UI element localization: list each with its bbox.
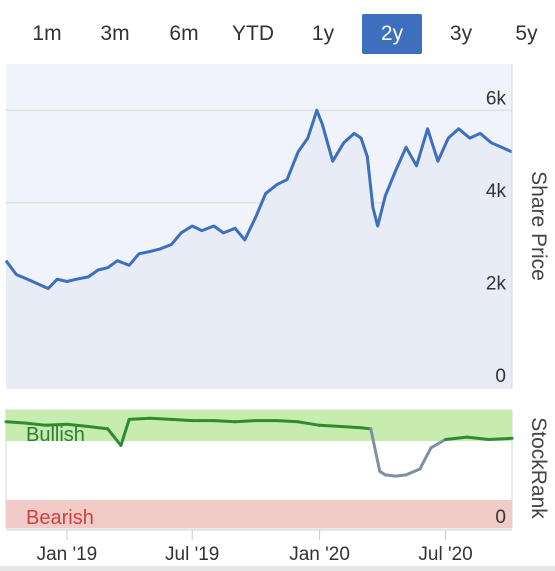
price-series-line bbox=[4, 108, 513, 290]
rank-y-tick-0: 0 bbox=[495, 507, 506, 528]
x-tick-label: Jul '19 bbox=[165, 544, 219, 565]
stockrank-segment bbox=[212, 419, 237, 424]
x-tick-label: Jul '20 bbox=[418, 544, 472, 565]
range-selector: 1m 3m 6m YTD 1y 2y 3y 5y bbox=[0, 0, 555, 64]
navigator-scrollbar[interactable] bbox=[0, 566, 555, 571]
price-y-tick-6k: 6k bbox=[486, 88, 507, 109]
range-button-1m[interactable]: 1m bbox=[32, 22, 62, 45]
stockrank-segment bbox=[86, 425, 110, 431]
stockrank-segment bbox=[318, 423, 343, 428]
stockrank-segment bbox=[4, 420, 27, 425]
x-tick-label: Jan '20 bbox=[289, 544, 350, 565]
stockrank-segment bbox=[23, 421, 47, 427]
stockrank-segment bbox=[429, 438, 447, 450]
stockrank-segment bbox=[233, 419, 258, 424]
stockrank-segment bbox=[394, 473, 408, 478]
stockrank-segment bbox=[169, 417, 194, 423]
stockrank-segment bbox=[369, 427, 382, 473]
stockrank-segment bbox=[383, 473, 398, 478]
bearish-zone bbox=[6, 500, 512, 528]
stockrank-segment bbox=[359, 426, 373, 431]
price-y-tick-4k: 4k bbox=[486, 181, 507, 202]
stockrank-segment bbox=[275, 419, 300, 424]
stockrank-segment bbox=[106, 427, 123, 447]
stockrank-series bbox=[4, 416, 514, 478]
stockrank-segment bbox=[148, 416, 173, 421]
stockrank-segment bbox=[465, 435, 490, 441]
range-button-6m[interactable]: 6m bbox=[169, 22, 199, 45]
stockrank-segment bbox=[127, 416, 152, 421]
bullish-zone-label: Bullish bbox=[26, 424, 85, 446]
stockrank-segment bbox=[404, 467, 422, 477]
stockrank-segment bbox=[339, 425, 363, 430]
price-axis-title: Share Price bbox=[527, 171, 550, 281]
stockrank-segment bbox=[65, 422, 90, 428]
stockrank-segment bbox=[444, 435, 469, 441]
range-button-5y[interactable]: 5y bbox=[515, 22, 538, 45]
range-button-3m[interactable]: 3m bbox=[100, 22, 130, 45]
range-button-1y[interactable]: 1y bbox=[311, 22, 335, 45]
x-tick-label: Jan '19 bbox=[37, 544, 98, 565]
rank-axis-title: StockRank bbox=[527, 417, 550, 519]
bearish-zone-label: Bearish bbox=[26, 507, 94, 529]
stockrank-segment bbox=[296, 420, 322, 427]
price-y-tick-0: 0 bbox=[495, 366, 506, 387]
price-y-axis-ticks: 0 2k 4k 6k bbox=[486, 88, 507, 387]
price-y-tick-2k: 2k bbox=[486, 273, 507, 294]
x-axis-ticks: Jan '19 Jul '19 Jan '20 Jul '20 bbox=[37, 530, 473, 565]
range-button-2y[interactable]: 2y bbox=[362, 14, 422, 54]
stockrank-segment bbox=[487, 436, 514, 441]
stockrank-segment bbox=[418, 446, 433, 471]
price-area-fill bbox=[6, 110, 512, 389]
stockrank-segment bbox=[44, 422, 69, 427]
stockrank-segment bbox=[119, 417, 131, 447]
stock-chart: 0 2k 4k 6k Share Price Bullish Bearish 0 St… bbox=[0, 64, 555, 571]
range-button-ytd[interactable]: YTD bbox=[232, 22, 274, 45]
range-button-3y[interactable]: 3y bbox=[449, 22, 473, 45]
